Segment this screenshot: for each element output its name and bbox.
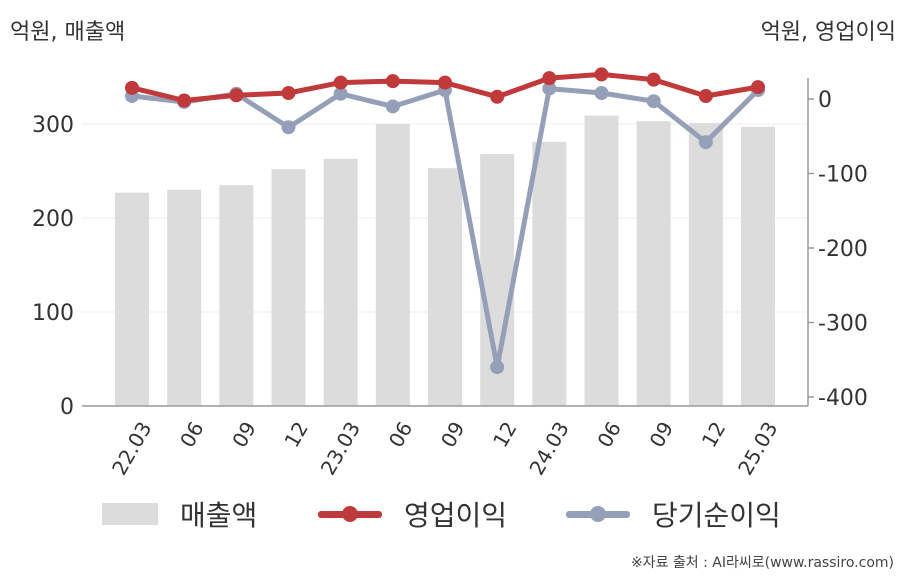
point-series-1-2 — [229, 88, 244, 103]
x-tick-label-5: 06 — [384, 418, 418, 452]
legend-item-net-income: 당기순이익 — [566, 494, 781, 534]
point-series-2-9 — [594, 86, 609, 101]
x-tick-label-1: 06 — [175, 418, 209, 452]
point-series-2-11 — [698, 135, 713, 150]
legend-swatch-operating-profit — [318, 503, 382, 525]
point-series-1-12 — [751, 80, 765, 95]
left-tick-label-300: 300 — [32, 113, 74, 138]
point-series-1-7 — [490, 89, 505, 104]
x-tick-label-10: 09 — [645, 418, 679, 452]
source-note: ※자료 출처 : AI라씨로(www.rassiro.com) — [630, 555, 894, 571]
x-tick-label-11: 12 — [697, 418, 731, 452]
bar-sales-8 — [532, 141, 567, 407]
legend-item-sales: 매출액 — [102, 494, 257, 534]
point-series-1-9 — [594, 67, 609, 82]
right-tick-label--300: -300 — [818, 312, 868, 337]
x-tick-label-9: 06 — [592, 418, 626, 452]
legend-swatch-sales — [102, 503, 158, 525]
legend: 매출액 영업이익 당기순이익 — [0, 494, 908, 534]
bar-series — [115, 115, 775, 407]
bar-sales-3 — [271, 169, 306, 406]
right-tick-label--400: -400 — [818, 386, 868, 411]
point-series-1-4 — [333, 75, 348, 90]
point-series-2-8 — [542, 81, 557, 96]
axes — [82, 78, 814, 407]
point-series-1-1 — [177, 93, 192, 108]
bar-sales-11 — [688, 123, 723, 406]
point-series-1-6 — [438, 75, 452, 90]
legend-label-sales: 매출액 — [180, 499, 258, 532]
point-series-2-10 — [646, 94, 661, 109]
bar-sales-2 — [219, 185, 254, 406]
x-tick-label-8: 24.03 — [524, 418, 573, 480]
legend-label-operating-profit: 영업이익 — [404, 499, 508, 532]
bar-sales-1 — [167, 189, 202, 406]
legend-swatch-net-income — [566, 503, 630, 525]
x-tick-label-7: 12 — [488, 417, 522, 451]
point-series-1-5 — [385, 74, 400, 89]
point-series-1-3 — [281, 86, 296, 101]
x-tick-label-0: 22.03 — [107, 418, 156, 480]
left-tick-label-0: 0 — [60, 395, 74, 420]
bar-sales-5 — [375, 124, 410, 406]
bar-sales-6 — [428, 168, 462, 406]
legend-item-operating-profit: 영업이익 — [318, 494, 507, 534]
point-series-1-0 — [125, 80, 139, 95]
bar-sales-4 — [323, 158, 358, 406]
bar-sales-0 — [115, 192, 149, 406]
right-tick-label--100: -100 — [818, 163, 868, 188]
point-series-2-3 — [281, 120, 296, 135]
point-series-1-11 — [698, 89, 713, 104]
x-tick-label-4: 23.03 — [316, 418, 365, 480]
point-series-2-4 — [333, 86, 348, 101]
left-tick-label-100: 100 — [32, 301, 74, 326]
left-tick-label-200: 200 — [32, 207, 74, 232]
left-axis-unit: 억원, 매출액 — [10, 20, 126, 45]
point-series-2-7 — [490, 360, 505, 375]
x-tick-label-6: 09 — [436, 418, 470, 452]
point-series-2-5 — [385, 99, 400, 114]
right-axis-unit: 억원, 영업이익 — [760, 20, 896, 45]
x-tick-label-12: 25.03 — [733, 418, 782, 480]
bar-sales-12 — [741, 126, 775, 406]
point-series-1-10 — [646, 72, 661, 87]
right-tick-label-0: 0 — [818, 88, 832, 113]
legend-label-net-income: 당기순이익 — [652, 499, 781, 532]
x-tick-label-3: 12 — [279, 418, 313, 452]
bar-sales-9 — [584, 115, 619, 406]
bar-sales-10 — [636, 121, 671, 407]
line-series — [125, 67, 765, 375]
point-series-1-8 — [542, 71, 557, 86]
x-tick-label-2: 09 — [227, 418, 261, 452]
right-tick-label--200: -200 — [818, 237, 868, 262]
